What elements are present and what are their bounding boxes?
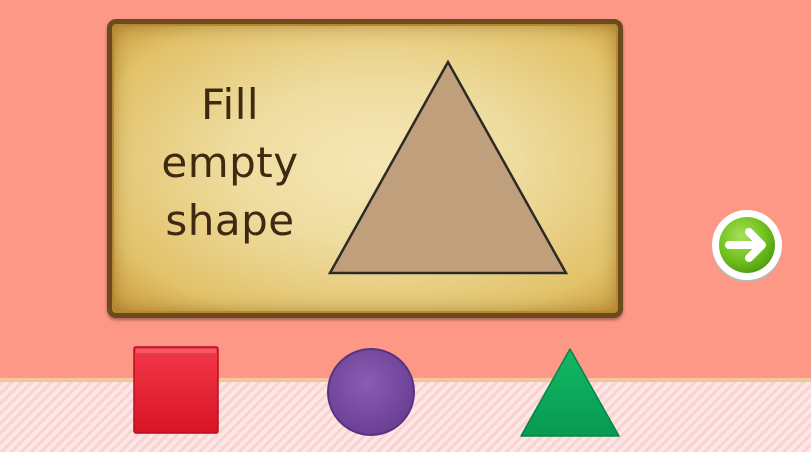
instruction-line-1: Fill [200, 80, 260, 129]
square-piece[interactable] [133, 346, 219, 434]
empty-triangle-target[interactable] [326, 58, 570, 278]
circle-piece[interactable] [326, 347, 416, 437]
instruction-line-3: shape [165, 196, 295, 245]
next-button[interactable] [709, 208, 785, 284]
arrow-right-icon [725, 228, 766, 262]
instruction-board: Fill empty shape [107, 19, 623, 318]
square-highlight [136, 349, 216, 353]
triangle-piece[interactable] [519, 347, 621, 438]
square-shape [133, 346, 219, 434]
triangle-shape [520, 348, 620, 437]
target-triangle-outline [327, 59, 569, 275]
instruction-line-2: empty [161, 138, 299, 187]
instruction-text: Fill empty shape [130, 76, 330, 250]
circle-shape [327, 348, 415, 436]
